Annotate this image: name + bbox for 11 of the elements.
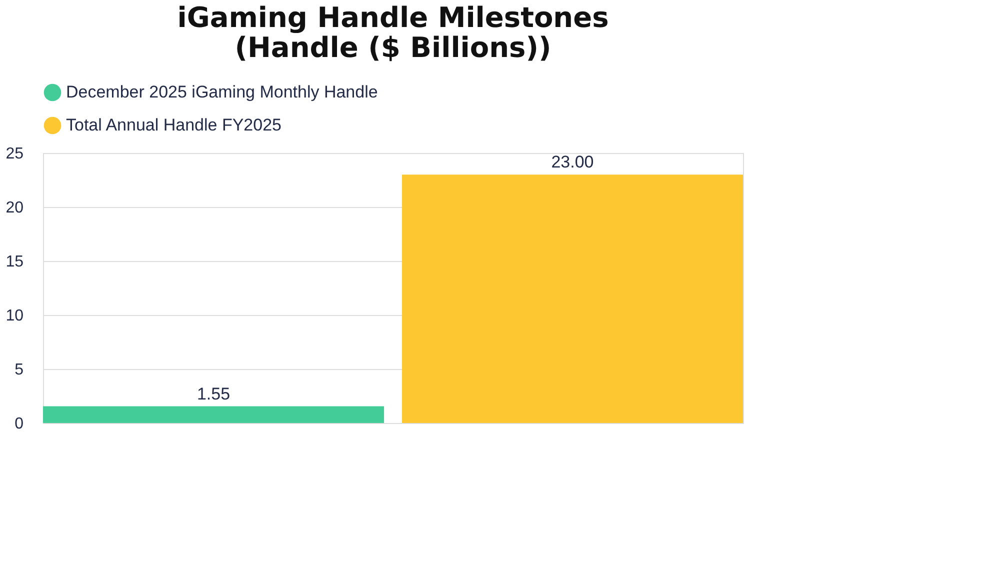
data-label: 23.00 xyxy=(551,152,594,172)
y-tick-label: 20 xyxy=(6,200,24,216)
y-tick-label: 5 xyxy=(14,362,24,378)
y-tick-label: 0 xyxy=(14,416,24,432)
y-tick-label: 10 xyxy=(6,308,24,324)
y-tick-label: 15 xyxy=(6,254,24,270)
chart-title: iGaming Handle Milestones (Handle ($ Billions)) xyxy=(177,1,609,64)
legend-label: December 2025 iGaming Monthly Handle xyxy=(66,82,378,102)
y-tick-label: 25 xyxy=(6,146,24,162)
data-label: 1.55 xyxy=(196,384,230,404)
legend-label: Total Annual Handle FY2025 xyxy=(66,116,282,134)
